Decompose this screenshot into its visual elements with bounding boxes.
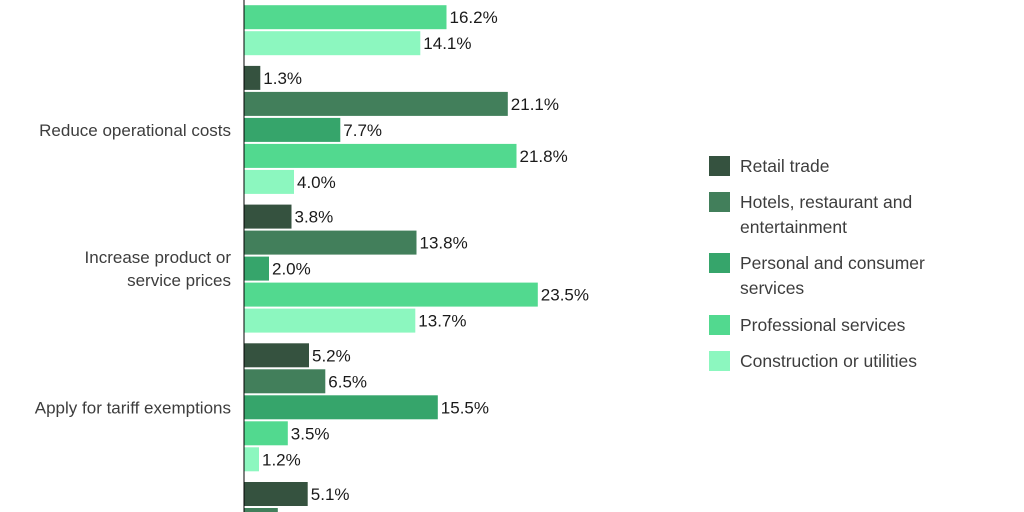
chart-bars <box>244 5 538 512</box>
bar-1-group-4 <box>244 343 309 368</box>
value-label: 14.1% <box>423 34 471 53</box>
legend-label-line: Construction or utilities <box>740 351 917 371</box>
category-label: Apply for tariff exemptions <box>35 398 231 417</box>
category-label-line: Increase product or <box>85 248 232 267</box>
category-label: Reduce operational costs <box>39 121 231 140</box>
value-label: 3.8% <box>295 208 334 227</box>
legend-label: Professional services <box>740 315 906 335</box>
legend-label-line: Retail trade <box>740 156 830 176</box>
bar-3-group-2 <box>244 117 341 142</box>
bar-4-group-2 <box>244 143 517 168</box>
legend-swatch <box>709 156 730 176</box>
value-label: 15.5% <box>441 398 489 417</box>
bar-5-group-2 <box>244 169 294 194</box>
legend-swatch <box>709 192 730 212</box>
category-label-line: service prices <box>127 271 231 290</box>
bar-5-group-4 <box>244 447 259 472</box>
value-label: 13.8% <box>420 234 468 253</box>
category-labels: Reduce operational costs Increase product… <box>35 121 232 417</box>
legend-swatch <box>709 315 730 335</box>
legend-label-line: Hotels, restaurant and <box>740 192 912 212</box>
legend-label: Retail trade <box>740 156 830 176</box>
legend-swatch <box>709 253 730 273</box>
value-label: 23.5% <box>541 286 589 305</box>
bar-2-group-4 <box>244 369 326 394</box>
value-label: 2.0% <box>272 260 311 279</box>
category-label-line: Apply for tariff exemptions <box>35 398 231 417</box>
value-label: 21.8% <box>520 147 568 166</box>
value-label: 7.7% <box>343 121 382 140</box>
bar-3-group-4 <box>244 395 438 420</box>
value-label: 1.2% <box>262 450 301 469</box>
value-labels: 16.2% 14.1% 1.3% 21.1% 7.7% 21.8% 4.0% 3.8% 13.8… <box>262 8 589 512</box>
value-label: 4.0% <box>297 173 336 192</box>
value-label: 3.5% <box>291 424 330 443</box>
bar-5-group-3 <box>244 308 416 333</box>
legend-label-line: Personal and consumer <box>740 253 925 273</box>
legend-label: Personal and consumer services <box>740 253 925 298</box>
legend-label-line: entertainment <box>740 217 847 237</box>
legend-swatch <box>709 351 730 371</box>
bar-1-group-5 <box>244 482 308 506</box>
value-label: 16.2% <box>450 8 498 27</box>
bar-2-group-2 <box>244 91 508 116</box>
bar-4-group-1 <box>244 5 447 30</box>
value-label: 5.1% <box>311 485 350 504</box>
category-label-line: Reduce operational costs <box>39 121 231 140</box>
legend-label: Hotels, restaurant and entertainment <box>740 192 912 237</box>
bar-4-group-4 <box>244 421 288 446</box>
bar-3-group-3 <box>244 256 269 281</box>
bar-2-group-3 <box>244 230 417 255</box>
legend-label-line: Professional services <box>740 315 906 335</box>
bar-4-group-3 <box>244 282 538 307</box>
category-label: Increase product or service prices <box>85 248 232 290</box>
value-label: 1.3% <box>263 69 302 88</box>
bar-2-group-5 <box>244 508 278 512</box>
bar-5-group-1 <box>244 31 421 56</box>
value-label: 13.7% <box>418 312 466 331</box>
legend-label-line: services <box>740 278 804 298</box>
value-label: 21.1% <box>511 95 559 114</box>
legend-label: Construction or utilities <box>740 351 917 371</box>
value-label: 6.5% <box>328 372 367 391</box>
legend: Retail trade Hotels, restaurant and entert… <box>709 156 925 371</box>
bar-1-group-2 <box>244 65 261 90</box>
bar-1-group-3 <box>244 204 292 229</box>
value-label: 5.2% <box>312 346 351 365</box>
